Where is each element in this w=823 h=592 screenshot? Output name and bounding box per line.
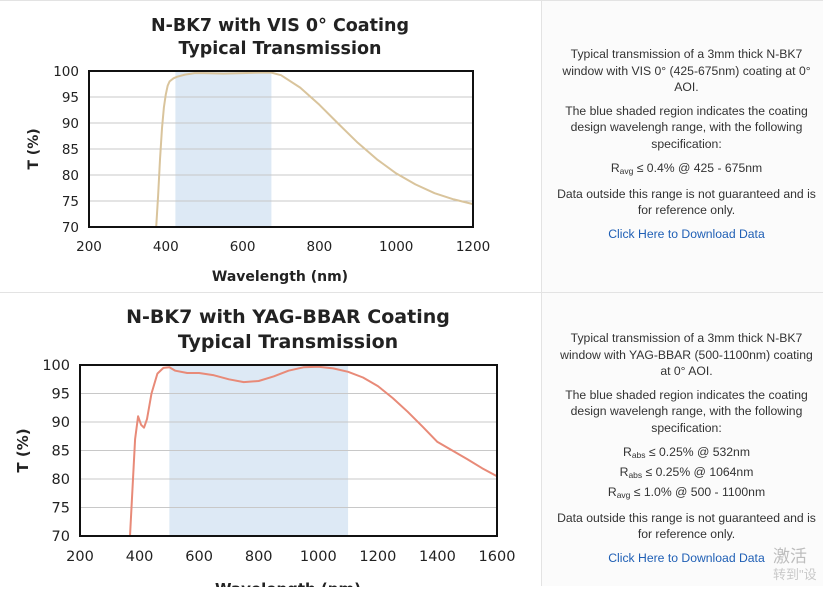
x-tick-label: 200: [66, 549, 94, 565]
chart-subtitle: Typical Transmission: [179, 39, 382, 59]
x-tick-label: 400: [153, 239, 179, 255]
x-tick-label: 600: [185, 549, 213, 565]
transmission-line: [155, 71, 474, 228]
x-tick-label: 200: [76, 239, 102, 255]
y-tick-label: 90: [62, 116, 79, 132]
spec-line: Rabs ≤ 0.25% @ 1064nm: [556, 464, 817, 484]
x-tick-label: 800: [245, 549, 273, 565]
plot-frame: [79, 364, 498, 537]
download-data-link[interactable]: Click Here to Download Data: [608, 550, 765, 565]
y-tick-label: 85: [62, 142, 79, 158]
watermark-line-2: 转到"设: [773, 567, 817, 582]
x-tick-label: 400: [126, 549, 154, 565]
y-tick-label: 75: [52, 501, 70, 517]
spec-line: Ravg ≤ 0.4% @ 425 - 675nm: [556, 160, 817, 180]
y-tick-label: 80: [52, 472, 70, 488]
y-tick-label: 100: [42, 358, 70, 374]
x-tick-label: 1000: [379, 239, 413, 255]
x-axis-label: Wavelength (nm): [212, 269, 348, 285]
x-tick-label: 1000: [300, 549, 337, 565]
x-tick-label: 1400: [419, 549, 456, 565]
description-disclaimer: Data outside this range is not guarantee…: [557, 510, 816, 542]
x-tick-label: 600: [230, 239, 256, 255]
description-intro: Typical transmission of a 3mm thick N-BK…: [562, 47, 811, 95]
spec-subscript: abs: [628, 469, 643, 480]
x-tick-label: 1200: [456, 239, 490, 255]
spec-list: Rabs ≤ 0.25% @ 532nm Rabs ≤ 0.25% @ 1064…: [556, 444, 817, 504]
chart-row-vis: N-BK7 with VIS 0° Coating Typical Transmi…: [0, 0, 823, 292]
spec-value: ≤ 0.25% @ 1064nm: [642, 464, 754, 479]
plot-frame: [88, 70, 474, 228]
y-tick-label: 90: [52, 415, 70, 431]
transmission-line: [129, 365, 498, 537]
x-tick-label: 800: [307, 239, 333, 255]
spec-subscript: avg: [619, 165, 634, 176]
spec-subscript: avg: [616, 489, 631, 500]
chart-subtitle: Typical Transmission: [178, 331, 398, 353]
description-panel-vis: Typical transmission of a 3mm thick N-BK…: [542, 1, 823, 292]
chart-cell-yag: N-BK7 with YAG-BBAR Coating Typical Trans…: [0, 293, 542, 592]
activation-watermark: 激活 转到"设: [773, 548, 823, 584]
spec-list: Ravg ≤ 0.4% @ 425 - 675nm: [556, 160, 817, 180]
chart-row-yag: N-BK7 with YAG-BBAR Coating Typical Trans…: [0, 292, 823, 592]
transmission-chart-yag: N-BK7 with YAG-BBAR Coating Typical Trans…: [14, 306, 516, 592]
y-axis-label: T (%): [14, 428, 32, 472]
spec-line: Ravg ≤ 1.0% @ 500 - 1100nm: [556, 484, 817, 504]
y-tick-label: 95: [62, 90, 79, 106]
description-disclaimer: Data outside this range is not guarantee…: [557, 186, 816, 218]
chart-title: N-BK7 with YAG-BBAR Coating: [126, 306, 450, 328]
y-tick-label: 70: [52, 529, 70, 545]
spec-symbol: R: [607, 484, 617, 499]
x-tick-label: 1200: [359, 549, 396, 565]
spec-value: ≤ 0.25% @ 532nm: [645, 444, 750, 459]
y-tick-label: 85: [52, 444, 70, 460]
spec-symbol: R: [623, 444, 632, 459]
y-tick-label: 75: [62, 194, 79, 210]
spec-subscript: abs: [631, 449, 646, 460]
watermark-line-1: 激活: [773, 547, 807, 566]
y-axis-label: T (%): [26, 128, 42, 169]
description-intro: Typical transmission of a 3mm thick N-BK…: [560, 331, 813, 379]
chart-cell-vis: N-BK7 with VIS 0° Coating Typical Transmi…: [0, 1, 542, 292]
description-panel-yag: Typical transmission of a 3mm thick N-BK…: [542, 293, 823, 586]
y-tick-label: 100: [53, 64, 79, 80]
description-shading-note: The blue shaded region indicates the coa…: [565, 387, 808, 435]
spec-symbol: R: [619, 464, 629, 479]
y-tick-label: 95: [52, 387, 70, 403]
download-data-link[interactable]: Click Here to Download Data: [608, 226, 765, 241]
y-tick-label: 80: [62, 168, 79, 184]
chart-title: N-BK7 with VIS 0° Coating: [151, 16, 409, 36]
x-tick-label: 1600: [479, 549, 516, 565]
spec-line: Rabs ≤ 0.25% @ 532nm: [556, 444, 817, 464]
description-shading-note: The blue shaded region indicates the coa…: [565, 103, 808, 151]
spec-symbol: R: [610, 160, 620, 175]
spec-value: ≤ 0.4% @ 425 - 675nm: [633, 160, 763, 175]
transmission-chart-vis: N-BK7 with VIS 0° Coating Typical Transmi…: [26, 16, 490, 285]
spec-value: ≤ 1.0% @ 500 - 1100nm: [630, 484, 766, 499]
y-tick-label: 70: [62, 220, 79, 236]
